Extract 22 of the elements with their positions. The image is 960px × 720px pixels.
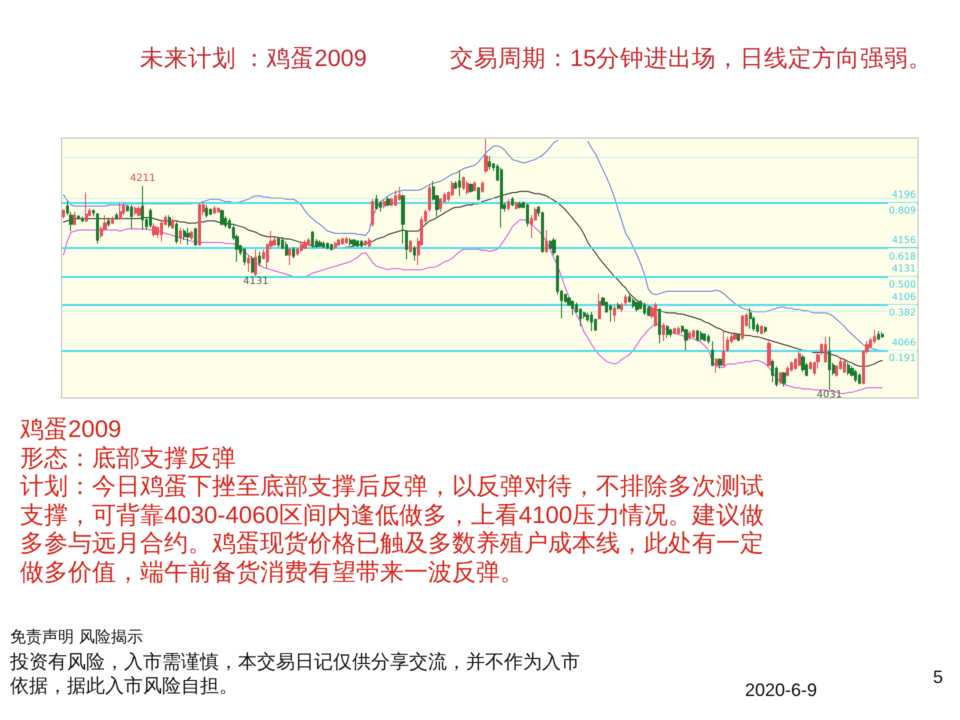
y2-tick-label: 0.382 bbox=[888, 308, 916, 319]
text: 5 bbox=[933, 666, 944, 688]
text: 2020-6-9 bbox=[745, 679, 818, 701]
text: 形态：底部支撑反弹 bbox=[20, 444, 237, 473]
y-tick-label: 4066 bbox=[892, 337, 916, 348]
text: 4211 bbox=[130, 173, 156, 184]
y-tick-label: 4131 bbox=[892, 264, 916, 275]
text: 4131 bbox=[243, 276, 269, 288]
chart-subtitle: 交易周期：15分钟进出场，日线定方向强弱。 bbox=[450, 44, 932, 72]
y2-tick-label: 0.191 bbox=[888, 353, 916, 364]
y2-tick-label: 0.618 bbox=[888, 251, 916, 262]
text: 鸡蛋2009 bbox=[20, 416, 122, 444]
y2-tick-label: 0.500 bbox=[888, 279, 916, 290]
y-tick-label: 4196 bbox=[892, 190, 916, 201]
text: 计划：今日鸡蛋下挫至底部支撑后反弹，以反弹对待，不排除多次测试支撑，可背靠4030-4060区间内逢低做多，上看4100压力情况。建议做多参与远月合约。鸡蛋现货价格已触及多数养殖户成本线，此处有一定做多价值，端午前备货消费有望带来一波反弹。 bbox=[20, 473, 766, 587]
y2-tick-label: 0.809 bbox=[888, 206, 916, 217]
y-tick-label: 4106 bbox=[892, 292, 916, 303]
text: 4031 bbox=[816, 390, 842, 401]
text: 投资有风险，入市需谨慎，本交易日记仅供分享交流，并不作为入市依据，据此入市风险自担。 bbox=[10, 650, 581, 698]
text: 免责声明 风险揭示 bbox=[10, 626, 144, 648]
y-tick-label: 4156 bbox=[892, 235, 916, 246]
chart-title: 未来计划 ：鸡蛋2009 bbox=[140, 44, 367, 72]
